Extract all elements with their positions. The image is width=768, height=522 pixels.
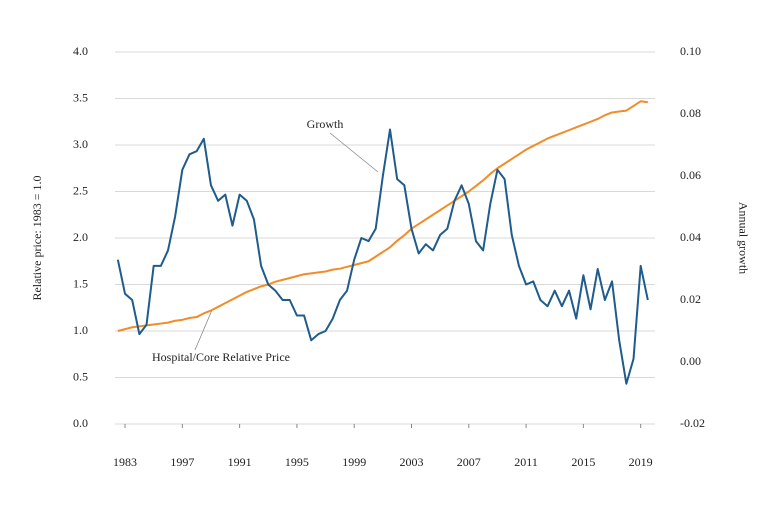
x-tick-label: 2007 xyxy=(457,455,481,469)
y-tick-label: 1.5 xyxy=(73,276,88,290)
annotation: Hospital/Core Relative Price xyxy=(152,350,290,364)
leader-line xyxy=(329,132,379,173)
x-tick-label: 1991 xyxy=(228,455,252,469)
y-tick-label: 2.5 xyxy=(73,183,88,197)
x-tick-label: 2011 xyxy=(514,455,538,469)
annotation: Growth xyxy=(307,117,344,131)
y-tick-label: 0.5 xyxy=(73,369,88,383)
y2-tick-label: 0.10 xyxy=(680,44,701,58)
x-tick-label: 2019 xyxy=(629,455,653,469)
y2-tick-label: 0.04 xyxy=(680,230,701,244)
x-tick-label: 1995 xyxy=(285,455,309,469)
leader-line xyxy=(194,309,213,351)
y-tick-label: 2.0 xyxy=(73,230,88,244)
x-tick-label: 2003 xyxy=(399,455,423,469)
series-line xyxy=(116,128,649,385)
series-line xyxy=(117,100,648,332)
y-tick-label: 3.0 xyxy=(73,137,88,151)
x-tick-label: 1997 xyxy=(170,455,194,469)
x-tick-label: 1999 xyxy=(342,455,366,469)
y-tick-label: 3.5 xyxy=(73,90,88,104)
y2-axis-label: Annual growth xyxy=(736,202,750,274)
y-tick-label: 0.0 xyxy=(73,416,88,430)
y-tick-label: 4.0 xyxy=(73,44,88,58)
y2-tick-label: 0.00 xyxy=(680,354,701,368)
y2-tick-label: -0.02 xyxy=(680,416,705,430)
y2-tick-label: 0.02 xyxy=(680,292,701,306)
x-tick-label: 1983 xyxy=(113,455,137,469)
y2-tick-label: 0.08 xyxy=(680,106,701,120)
x-tick-label: 2015 xyxy=(571,455,595,469)
y-axis-label: Relative price: 1983 = 1.0 xyxy=(30,175,44,300)
y2-tick-label: 0.06 xyxy=(680,168,701,182)
y-tick-label: 1.0 xyxy=(73,323,88,337)
